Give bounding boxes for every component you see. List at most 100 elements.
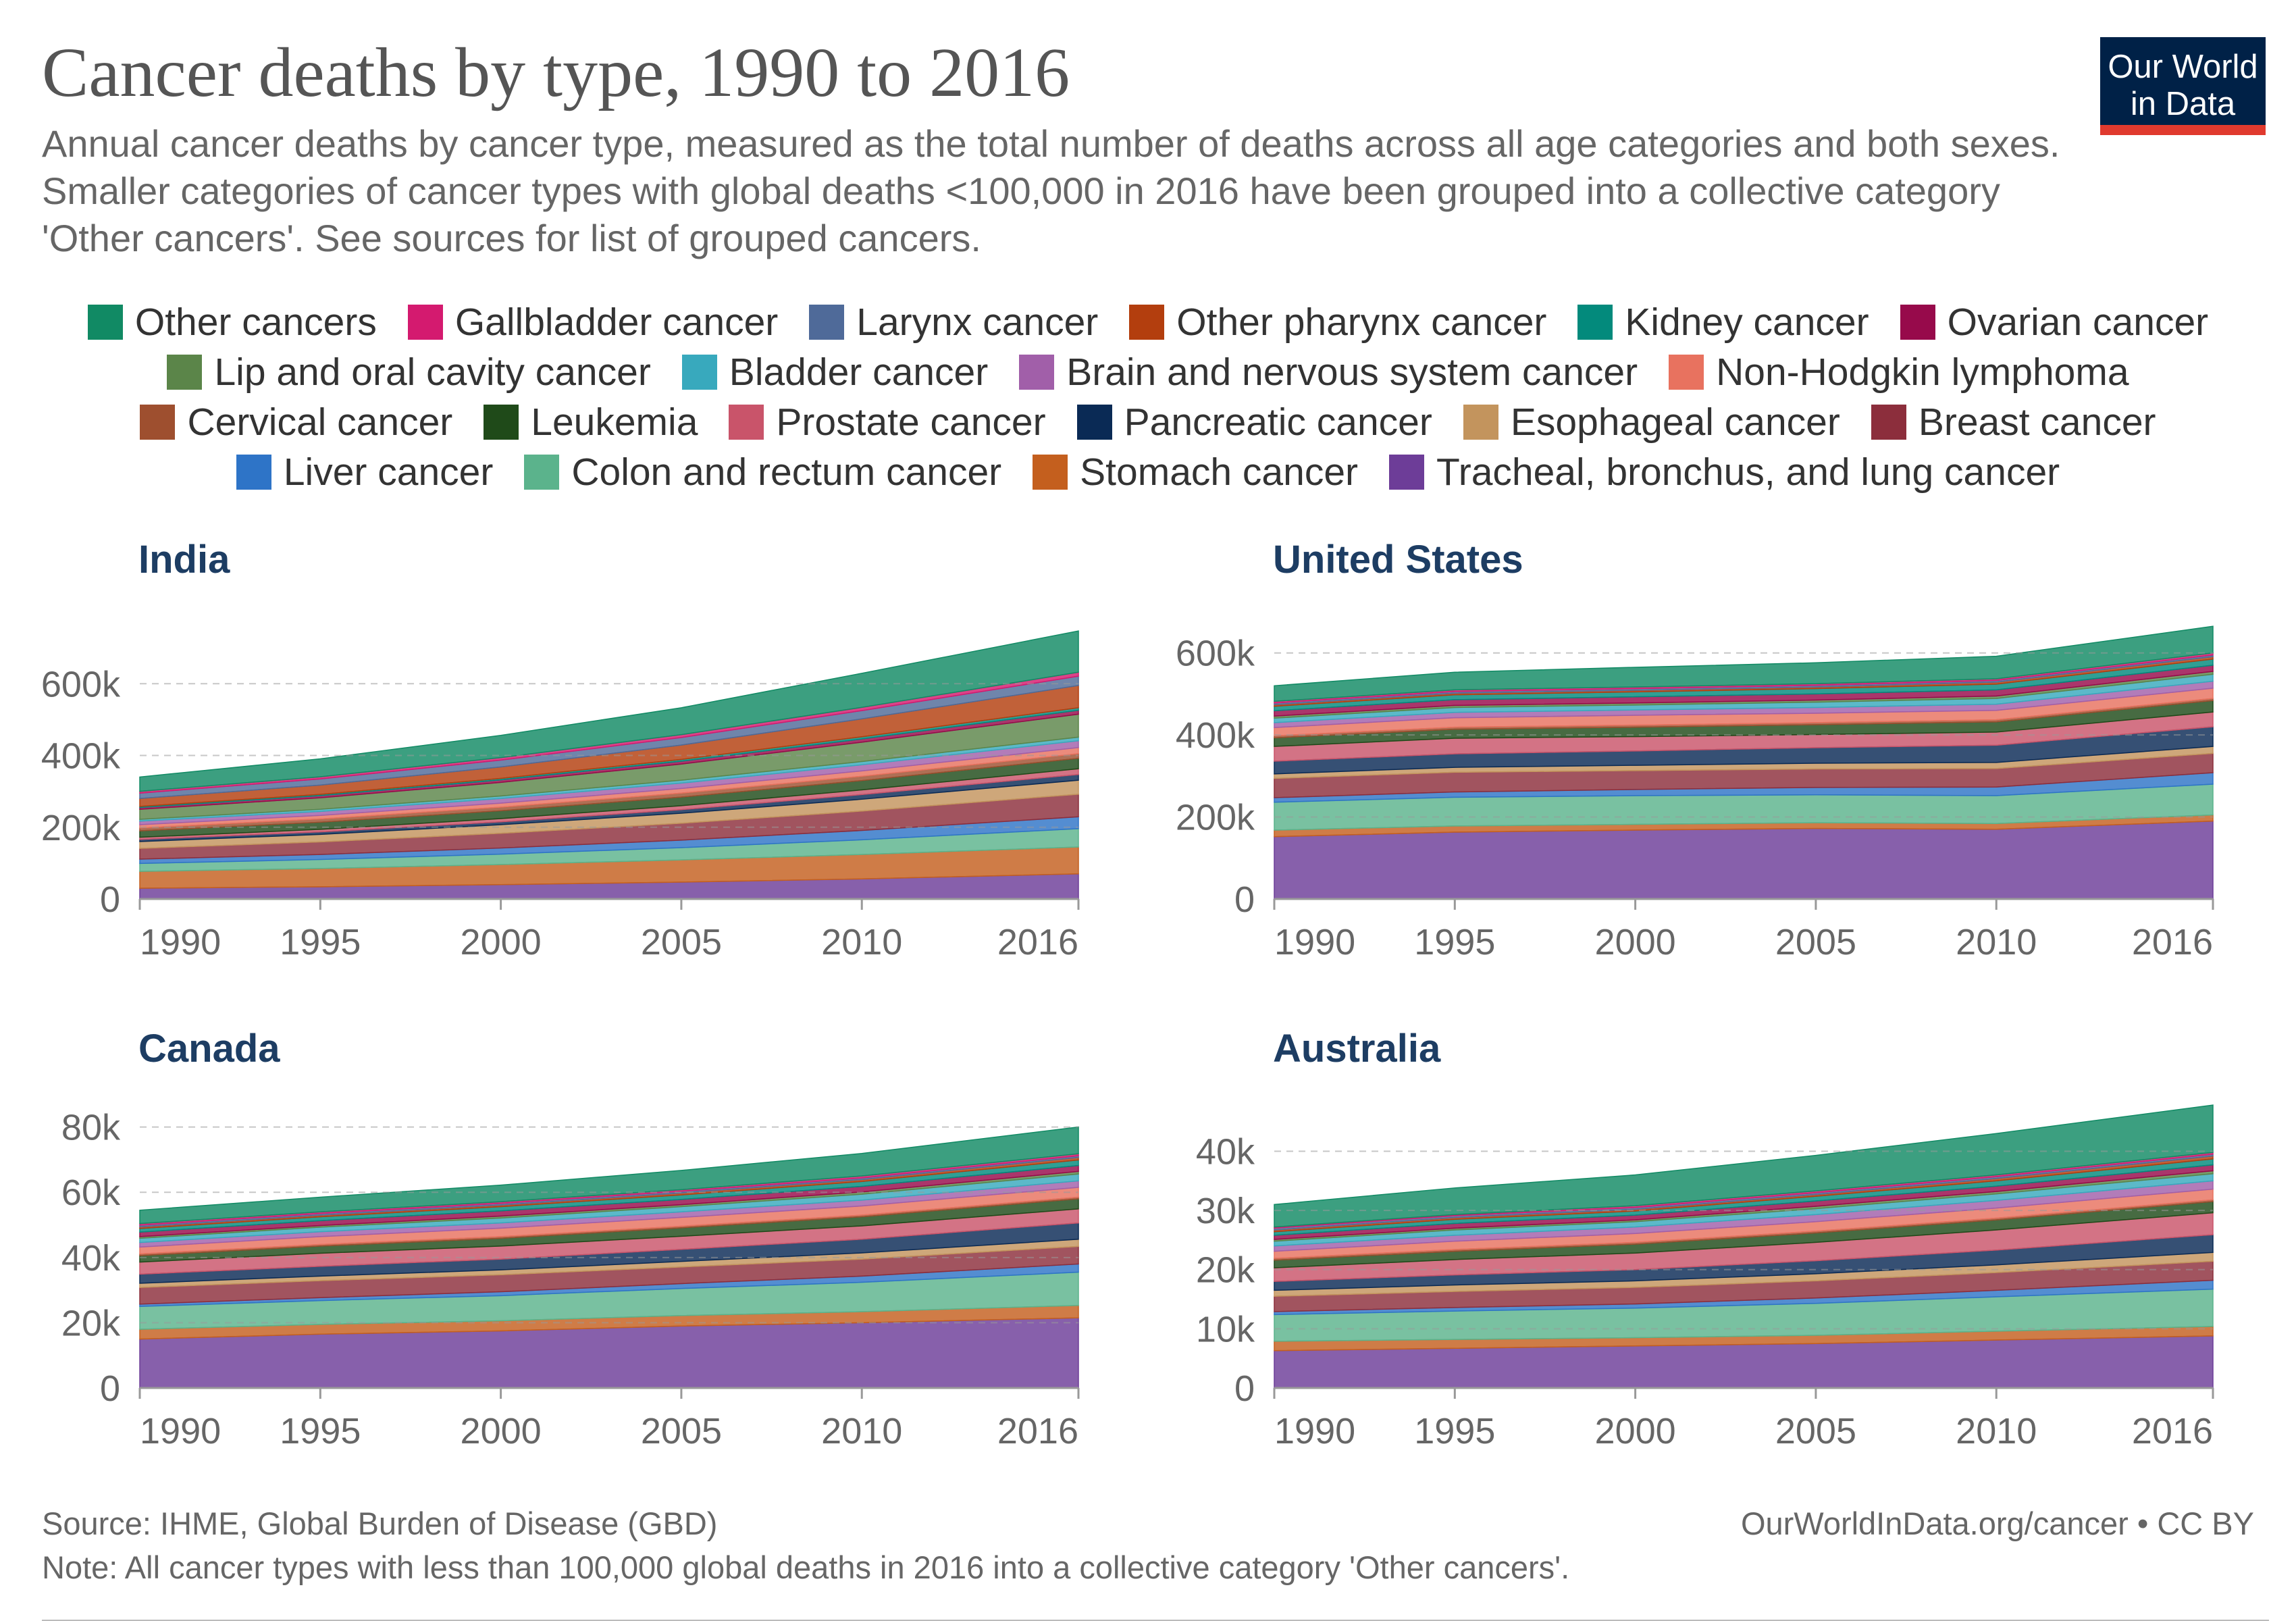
- x-tick-label: 1990: [1274, 922, 1355, 962]
- area-other-cancers[interactable]: [1274, 1104, 2214, 1228]
- legend-item-non-hodgkin-lymphoma[interactable]: Non-Hodgkin lymphoma: [1669, 350, 2129, 394]
- legend-swatch: [729, 405, 764, 440]
- y-tick-label: 20k: [61, 1303, 121, 1343]
- legend-item-pancreatic-cancer[interactable]: Pancreatic cancer: [1076, 400, 1432, 444]
- legend-item-kidney-cancer[interactable]: Kidney cancer: [1577, 300, 1869, 344]
- legend-swatch: [1019, 355, 1055, 390]
- legend-item-bladder-cancer[interactable]: Bladder cancer: [681, 350, 989, 394]
- legend-swatch: [1463, 405, 1498, 440]
- legend-item-liver-cancer[interactable]: Liver cancer: [236, 450, 493, 494]
- legend-label: Tracheal, bronchus, and lung cancer: [1436, 451, 2060, 494]
- legend-row: Other cancers Gallbladder cancer Larynx ca…: [0, 297, 2296, 347]
- legend-label: Brain and nervous system cancer: [1066, 351, 1638, 394]
- charts-area: India 0 200k 400k 600k 1990 1995 2000 2005 2010 20…: [41, 538, 2214, 1451]
- x-tick-label: 2010: [821, 1411, 902, 1451]
- legend-label: Larynx cancer: [856, 301, 1099, 344]
- x-tick-label: 2010: [1956, 1411, 2037, 1451]
- footnote: Note: All cancer types with less than 10…: [42, 1549, 1570, 1585]
- y-tick-label: 0: [1234, 1368, 1255, 1409]
- x-tick-label: 1995: [280, 922, 361, 962]
- legend-label: Gallbladder cancer: [454, 301, 779, 344]
- chart-panel-united-states: United States 0 200k 400k 600k 1990 1995 2000 20…: [1176, 538, 2214, 962]
- legend-label: Leukemia: [531, 401, 698, 444]
- x-tick-label: 2000: [461, 922, 542, 962]
- panel-title: United States: [1273, 538, 1523, 582]
- x-tick-label: 2005: [641, 922, 722, 962]
- legend-item-leukemia[interactable]: Leukemia: [484, 400, 698, 444]
- legend-item-brain-and-nervous-system-cancer[interactable]: Brain and nervous system cancer: [1019, 350, 1638, 394]
- legend-label: Esophageal cancer: [1510, 401, 1840, 444]
- x-tick-label: 2016: [997, 1411, 1078, 1451]
- y-tick-label: 200k: [41, 808, 121, 848]
- legend-label: Pancreatic cancer: [1124, 401, 1432, 444]
- y-tick-label: 20k: [1196, 1250, 1255, 1291]
- x-tick-label: 2005: [1775, 922, 1856, 962]
- x-tick-label: 1995: [1414, 922, 1495, 962]
- chart-subtitle: Annual cancer deaths by cancer type, mea…: [42, 122, 2060, 259]
- legend-label: Non-Hodgkin lymphoma: [1716, 351, 2129, 394]
- owid-logo[interactable]: Our World in Data: [2100, 37, 2266, 135]
- legend-swatch: [140, 405, 176, 440]
- area-other-cancers[interactable]: [1274, 625, 2214, 702]
- y-tick-label: 80k: [61, 1108, 121, 1148]
- x-tick-label: 2005: [641, 1411, 722, 1451]
- source-note: Source: IHME, Global Burden of Disease (…: [42, 1506, 718, 1541]
- legend-item-breast-cancer[interactable]: Breast cancer: [1871, 400, 2156, 444]
- legend-swatch: [524, 455, 560, 490]
- y-tick-label: 400k: [41, 736, 121, 777]
- legend-label: Cervical cancer: [187, 401, 453, 444]
- legend-item-ovarian-cancer[interactable]: Ovarian cancer: [1900, 300, 2209, 344]
- y-tick-label: 30k: [1196, 1191, 1255, 1231]
- logo-line-1: Our World: [2108, 49, 2258, 85]
- legend-label: Stomach cancer: [1080, 451, 1359, 494]
- chart-panel-canada: Canada 0 20k 40k 60k 80k 1990 1995 2000 2005 2010 2…: [61, 1027, 1080, 1451]
- x-tick-label: 2005: [1775, 1411, 1856, 1451]
- legend-label: Other pharynx cancer: [1176, 301, 1547, 344]
- y-tick-label: 0: [100, 1368, 120, 1409]
- legend-item-lip-and-oral-cavity-cancer[interactable]: Lip and oral cavity cancer: [167, 350, 651, 394]
- legend-label: Bladder cancer: [729, 351, 989, 394]
- x-tick-label: 1990: [1274, 1411, 1355, 1451]
- y-tick-label: 600k: [41, 664, 121, 704]
- legend-swatch: [407, 305, 443, 340]
- legend-item-gallbladder-cancer[interactable]: Gallbladder cancer: [407, 300, 779, 344]
- legend-swatch: [1076, 405, 1112, 440]
- y-tick-label: 40k: [1196, 1131, 1255, 1172]
- x-tick-label: 2016: [997, 922, 1078, 962]
- legend-item-other-cancers[interactable]: Other cancers: [87, 300, 377, 344]
- legend-item-other-pharynx-cancer[interactable]: Other pharynx cancer: [1129, 300, 1546, 344]
- legend-item-esophageal-cancer[interactable]: Esophageal cancer: [1463, 400, 1840, 444]
- legend-item-colon-and-rectum-cancer[interactable]: Colon and rectum cancer: [524, 450, 1001, 494]
- y-tick-label: 40k: [61, 1238, 121, 1279]
- legend-label: Other cancers: [134, 301, 377, 344]
- y-tick-label: 200k: [1176, 798, 1255, 838]
- area-other-cancers[interactable]: [139, 630, 1079, 792]
- footer-divider: [42, 1620, 2269, 1621]
- legend-label: Colon and rectum cancer: [571, 451, 1002, 494]
- legend-item-prostate-cancer[interactable]: Prostate cancer: [729, 400, 1046, 444]
- legend-item-tracheal-bronchus-and-lung-cancer[interactable]: Tracheal, bronchus, and lung cancer: [1389, 450, 2060, 494]
- chart-panel-australia: Australia 0 10k 20k 30k 40k 1990 1995 2000 2005 20…: [1196, 1027, 2214, 1451]
- legend-swatch: [1900, 305, 1935, 340]
- legend-swatch: [484, 405, 519, 440]
- legend-row: Cervical cancer Leukemia Prostate cancer Pa…: [0, 397, 2296, 447]
- legend-row: Lip and oral cavity cancer Bladder cancer…: [0, 347, 2296, 397]
- legend-item-larynx-cancer[interactable]: Larynx cancer: [809, 300, 1098, 344]
- x-tick-label: 2016: [2132, 922, 2213, 962]
- x-tick-label: 1995: [1414, 1411, 1495, 1451]
- legend-label: Ovarian cancer: [1947, 301, 2209, 344]
- legend-swatch: [809, 305, 845, 340]
- legend-item-cervical-cancer[interactable]: Cervical cancer: [140, 400, 452, 444]
- y-tick-label: 60k: [61, 1173, 121, 1213]
- y-tick-label: 600k: [1176, 634, 1255, 674]
- credit-link[interactable]: OurWorldInData.org/cancer • CC BY: [1740, 1506, 2254, 1541]
- panel-title: India: [138, 538, 230, 582]
- legend-swatch: [1577, 305, 1613, 340]
- panel-title: Australia: [1273, 1027, 1441, 1071]
- chart-panel-india: India 0 200k 400k 600k 1990 1995 2000 2005 2010 20…: [41, 538, 1080, 962]
- legend-swatch: [167, 355, 203, 390]
- x-tick-label: 2000: [1595, 1411, 1676, 1451]
- legend-item-stomach-cancer[interactable]: Stomach cancer: [1033, 450, 1358, 494]
- legend-swatch: [1389, 455, 1425, 490]
- legend-label: Prostate cancer: [776, 401, 1046, 444]
